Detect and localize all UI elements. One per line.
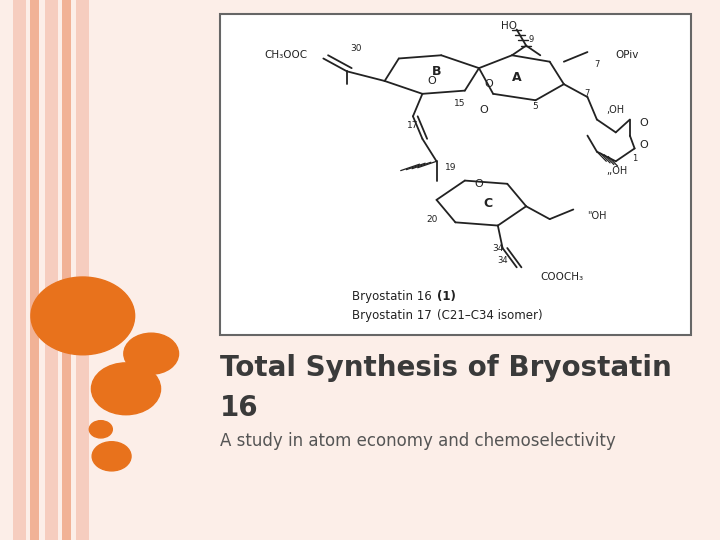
Text: ,OH: ,OH (606, 105, 624, 115)
Bar (62, 0, 71, 540)
Text: Bryostatin 17: Bryostatin 17 (351, 309, 431, 322)
Text: A: A (512, 71, 521, 84)
Bar (30, 0, 39, 540)
Text: 9: 9 (528, 35, 534, 44)
Text: "OH: "OH (588, 211, 607, 221)
Text: B: B (432, 65, 441, 78)
Text: Total Synthesis of Bryostatin: Total Synthesis of Bryostatin (220, 354, 671, 382)
Text: (C21–C34 isomer): (C21–C34 isomer) (436, 309, 542, 322)
Text: 7: 7 (585, 89, 590, 98)
Circle shape (92, 442, 131, 471)
Text: CH₃OOC: CH₃OOC (264, 50, 307, 60)
Text: C: C (484, 197, 493, 210)
Text: 7: 7 (594, 60, 600, 70)
Text: 30: 30 (351, 44, 362, 53)
Text: O: O (639, 140, 649, 150)
Circle shape (31, 277, 135, 355)
Text: 20: 20 (426, 214, 438, 224)
Text: 34: 34 (492, 244, 503, 253)
Text: HO: HO (500, 22, 517, 31)
Text: 17: 17 (408, 122, 419, 131)
Circle shape (89, 421, 112, 438)
Text: OPiv: OPiv (616, 50, 639, 60)
Text: O: O (428, 76, 436, 86)
Text: 16: 16 (220, 394, 258, 422)
Text: O: O (474, 179, 483, 189)
Text: 19: 19 (445, 163, 456, 172)
Text: O: O (639, 118, 649, 128)
Text: 1: 1 (632, 153, 637, 163)
Bar (220, 14, 691, 335)
Text: COOCH₃: COOCH₃ (540, 272, 583, 282)
Text: A study in atom economy and chemoselectivity: A study in atom economy and chemoselecti… (220, 432, 616, 450)
Text: O: O (484, 79, 492, 89)
Bar (76, 0, 89, 540)
Text: Bryostatin 16: Bryostatin 16 (351, 290, 431, 303)
Text: 5: 5 (533, 102, 539, 111)
Text: 34: 34 (498, 256, 508, 265)
Bar (45, 0, 58, 540)
Circle shape (124, 333, 179, 374)
Text: 15: 15 (454, 99, 466, 108)
Circle shape (91, 363, 161, 415)
Text: (1): (1) (436, 290, 456, 303)
Text: O: O (480, 105, 488, 115)
Bar (13, 0, 26, 540)
Text: ,,OH: ,,OH (606, 166, 628, 176)
